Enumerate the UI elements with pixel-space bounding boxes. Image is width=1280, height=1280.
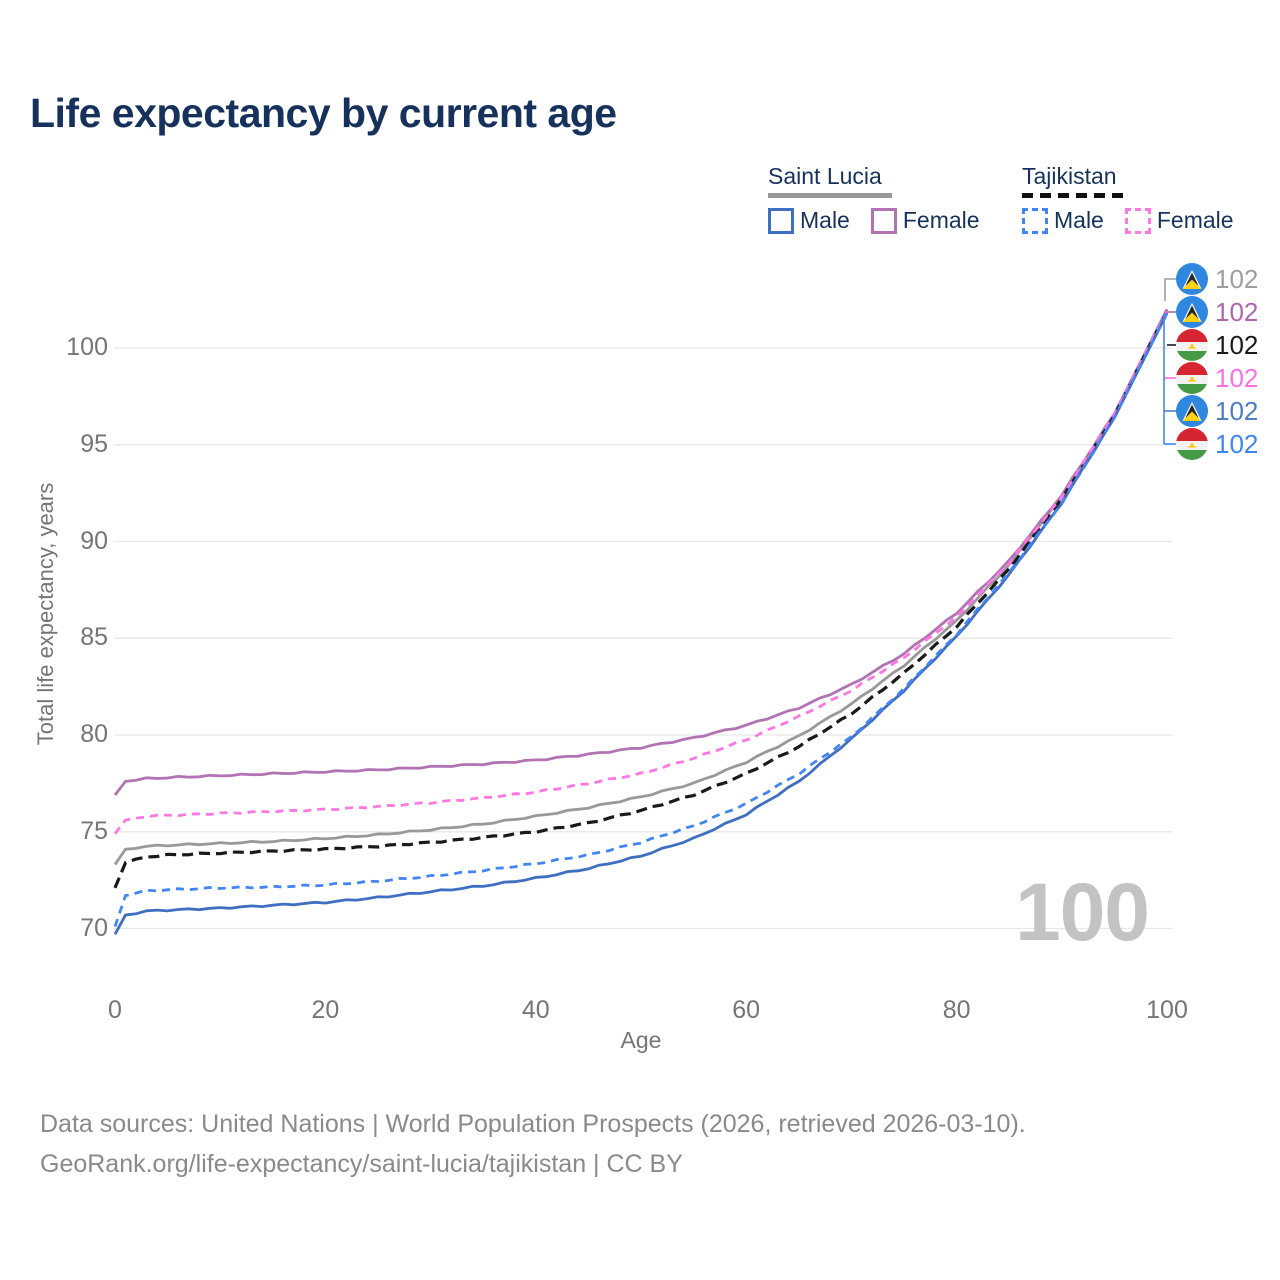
attribution-note: GeoRank.org/life-expectancy/saint-lucia/… [40,1150,683,1178]
x-tick-label: 60 [732,996,761,1024]
saint-lucia-flag-icon [1176,263,1208,295]
saint-lucia-flag-icon [1176,296,1208,328]
y-tick-label: 85 [80,623,108,652]
chart-title: Life expectancy by current age [30,90,617,136]
legend-group-saint-lucia: Saint Lucia Male Female [768,163,1001,234]
legend-swatch-tajikistan-female[interactable] [1124,207,1151,234]
series-line-saint-lucia-female [113,308,1169,796]
watermark-age-value: 100 [1015,867,1150,958]
y-tick-label: 70 [80,913,108,942]
x-tick-label: 0 [108,996,122,1024]
saint-lucia-flag-icon [1176,395,1208,427]
data-sources-note: Data sources: United Nations | World Pop… [40,1110,1026,1138]
y-tick-label: 100 [66,333,108,361]
end-label-row-tajikistan-male: 102 [1176,427,1258,461]
end-label-value: 102 [1215,263,1259,294]
end-label-row-saint-lucia: 102 [1176,262,1258,296]
end-label-value: 102 [1215,428,1259,459]
legend-item-tajikistan-male[interactable]: Male [1022,207,1104,234]
end-label-value: 102 [1215,395,1259,426]
legend-header-saint-lucia[interactable]: Saint Lucia [768,163,882,189]
tajikistan-flag-icon [1176,428,1208,460]
x-tick-label: 100 [1146,996,1188,1024]
y-tick-label: 95 [80,429,108,458]
end-label-connectors [1163,278,1176,445]
x-tick-label: 40 [521,996,550,1024]
y-tick-label: 90 [80,526,108,555]
end-label-row-saint-lucia-female: 102 [1176,295,1258,329]
legend-item-saint-lucia-female[interactable]: Female [870,207,980,234]
legend-item-saint-lucia-male[interactable]: Male [768,207,850,234]
line-chart-canvas [113,278,1176,935]
connector-line [1164,278,1176,301]
end-label-value: 102 [1215,296,1259,327]
legend-underline-solid [768,193,892,198]
gridlines [114,347,1172,930]
end-label-row-saint-lucia-male: 102 [1176,394,1258,428]
legend-label: Female [1156,207,1234,233]
x-axis-title: Age [620,1027,662,1053]
legend-swatch-saint-lucia-male[interactable] [768,207,794,234]
legend-swatch-saint-lucia-female[interactable] [870,207,897,234]
end-label-row-tajikistan-female: 102 [1176,361,1258,395]
tajikistan-flag-icon [1176,329,1208,361]
end-label-row-tajikistan: 102 [1176,328,1258,362]
tajikistan-flag-icon [1176,362,1208,394]
legend-label: Female [902,207,980,233]
legend-item-tajikistan-female[interactable]: Female [1124,207,1234,234]
series-line-saint-lucia-male [113,312,1169,935]
series-line-tajikistan [113,310,1169,889]
end-label-value: 102 [1215,362,1259,393]
y-tick-label: 80 [80,720,108,748]
legend-underline-dashed [1022,193,1130,198]
legend-swatch-tajikistan-male[interactable] [1022,207,1048,234]
legend-label: Male [800,207,850,233]
series-line-tajikistan-male [113,312,1169,928]
end-label-value: 102 [1215,329,1259,360]
legend-label: Male [1054,207,1104,233]
x-tick-label: 80 [942,996,971,1024]
legend-group-tajikistan: Tajikistan Male Female [1022,163,1255,234]
y-axis-title: Total life expectancy, years [33,482,58,746]
y-tick-label: 75 [80,816,108,845]
x-tick-label: 20 [311,996,340,1024]
series-line-saint-lucia [113,310,1169,866]
legend-header-tajikistan[interactable]: Tajikistan [1022,163,1117,189]
series-line-tajikistan-female [113,310,1169,835]
